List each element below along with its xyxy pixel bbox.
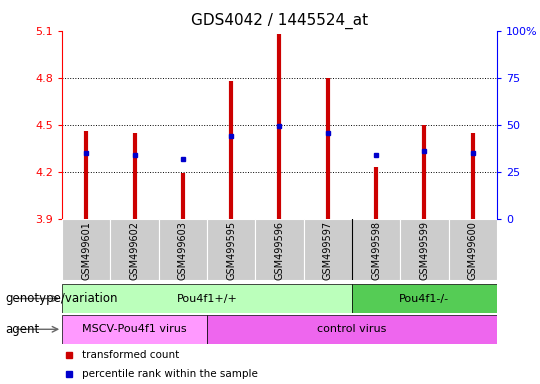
Bar — [62, 219, 110, 280]
Text: GSM499600: GSM499600 — [468, 221, 478, 280]
Bar — [352, 284, 497, 313]
Text: GSM499598: GSM499598 — [371, 221, 381, 280]
Bar — [255, 219, 303, 280]
Text: control virus: control virus — [317, 324, 387, 334]
Text: genotype/variation: genotype/variation — [5, 292, 118, 305]
Bar — [110, 219, 159, 280]
Text: GSM499602: GSM499602 — [130, 221, 139, 280]
Bar — [303, 219, 352, 280]
Text: agent: agent — [5, 323, 39, 336]
Text: GSM499596: GSM499596 — [274, 221, 285, 280]
Title: GDS4042 / 1445524_at: GDS4042 / 1445524_at — [191, 13, 368, 29]
Text: percentile rank within the sample: percentile rank within the sample — [82, 369, 258, 379]
Text: GSM499601: GSM499601 — [81, 221, 91, 280]
Bar — [449, 219, 497, 280]
Text: MSCV-Pou4f1 virus: MSCV-Pou4f1 virus — [82, 324, 187, 334]
Text: transformed count: transformed count — [82, 350, 179, 360]
Bar — [159, 219, 207, 280]
Text: Pou4f1+/+: Pou4f1+/+ — [177, 293, 238, 304]
Bar — [352, 219, 400, 280]
Bar — [400, 219, 449, 280]
Text: GSM499599: GSM499599 — [420, 221, 429, 280]
Text: GSM499595: GSM499595 — [226, 221, 236, 280]
Text: Pou4f1-/-: Pou4f1-/- — [399, 293, 449, 304]
Text: GSM499597: GSM499597 — [323, 221, 333, 280]
Bar — [62, 315, 207, 344]
Text: GSM499603: GSM499603 — [178, 221, 188, 280]
Bar — [207, 219, 255, 280]
Bar — [207, 315, 497, 344]
Bar — [62, 284, 352, 313]
